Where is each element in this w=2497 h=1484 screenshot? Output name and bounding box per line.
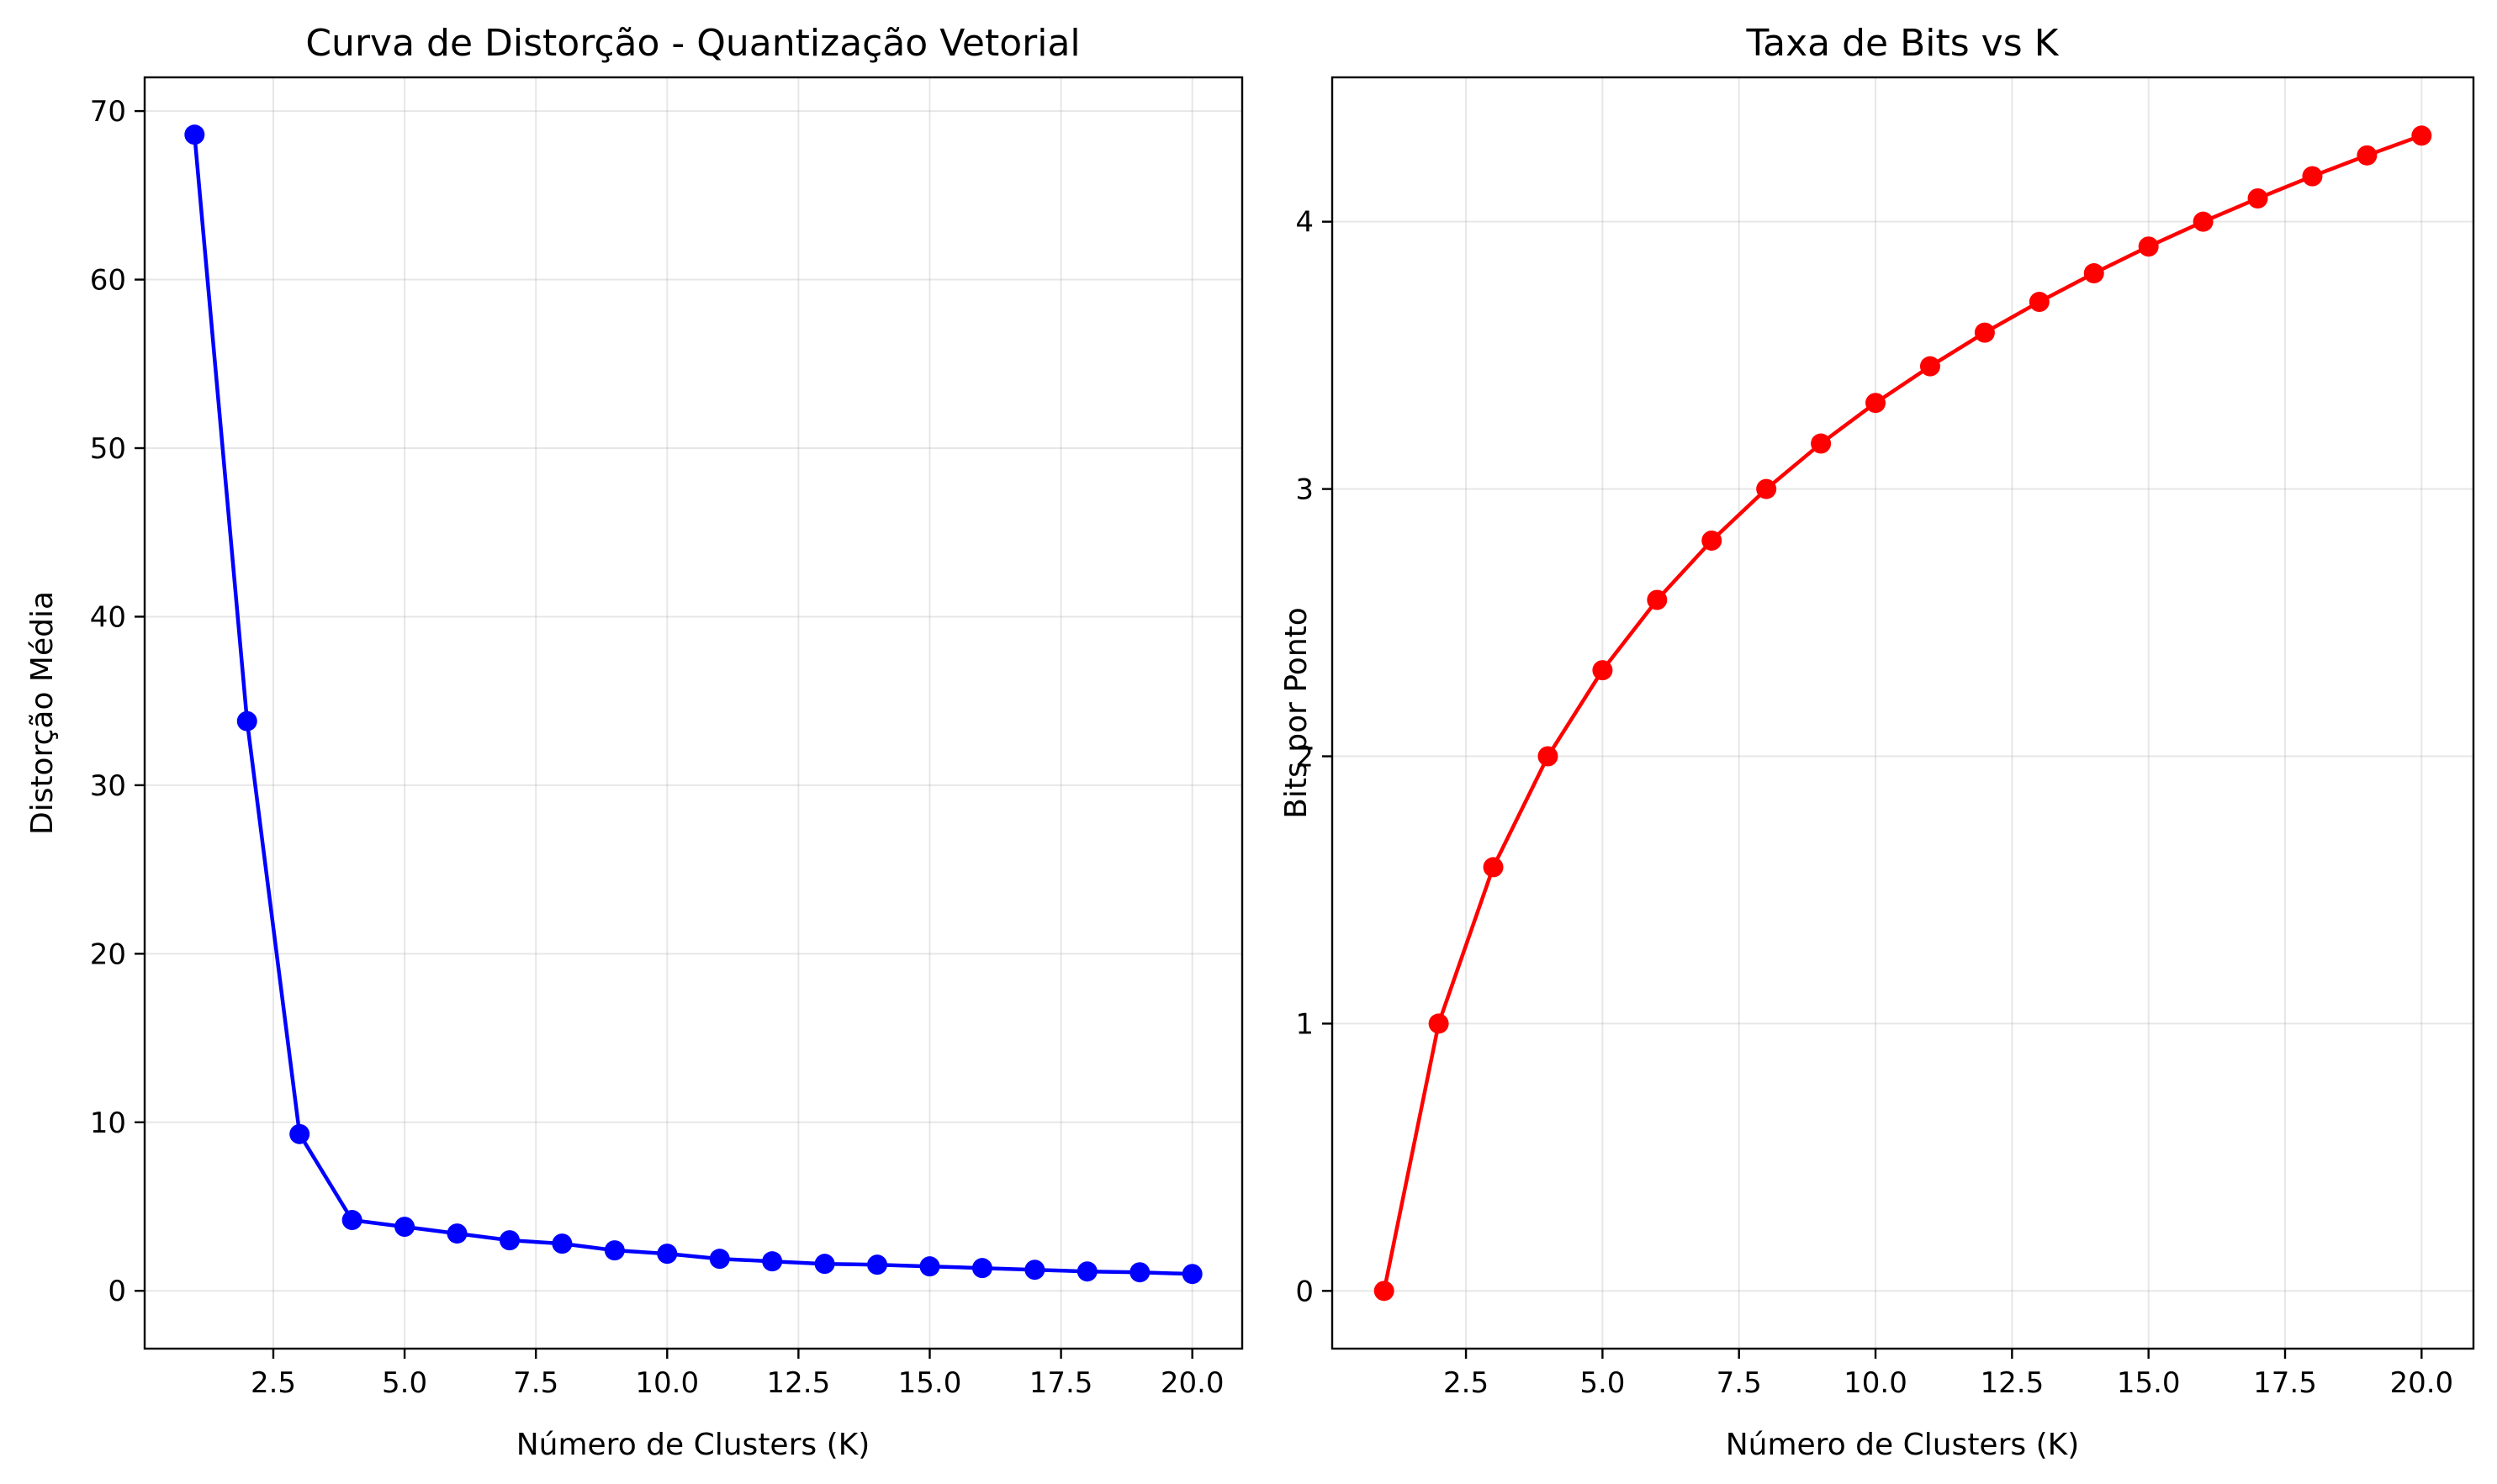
data-point xyxy=(1428,1013,1449,1034)
y-tick-label: 30 xyxy=(90,769,126,803)
right-chart-title: Taxa de Bits vs K xyxy=(1746,22,2060,65)
data-point xyxy=(2193,211,2214,232)
left-chart-frame xyxy=(143,76,1244,1350)
x-tick-label: 12.5 xyxy=(1981,1366,2045,1400)
data-point xyxy=(184,124,205,145)
data-point xyxy=(2083,263,2104,284)
y-tick-label: 70 xyxy=(90,95,126,129)
data-point xyxy=(394,1217,415,1238)
data-point xyxy=(1811,433,1832,454)
left-chart-y-ticks: 0 10 20 30 40 50 60 70 xyxy=(90,95,145,1308)
x-tick-label: 2.5 xyxy=(1443,1366,1489,1400)
y-tick-label: 1 xyxy=(1295,1007,1314,1041)
data-point xyxy=(236,710,257,731)
x-tick-label: 10.0 xyxy=(1844,1366,1907,1400)
right-chart-grid xyxy=(1332,77,2473,1349)
x-tick-label: 20.0 xyxy=(2389,1366,2453,1400)
data-point xyxy=(1537,746,1558,767)
data-point xyxy=(499,1230,520,1251)
right-chart-x-ticks: 2.5 5.0 7.5 10.0 12.5 15.0 17.5 20.0 xyxy=(1443,1349,2453,1400)
data-point xyxy=(1373,1281,1394,1302)
x-tick-label: 5.0 xyxy=(382,1366,427,1400)
x-tick-label: 7.5 xyxy=(1717,1366,1762,1400)
data-point xyxy=(971,1258,992,1279)
data-point xyxy=(2357,145,2378,166)
y-tick-label: 2 xyxy=(1295,741,1314,774)
left-chart-x-axis-label: Número de Clusters (K) xyxy=(516,1428,870,1462)
left-chart-x-ticks: 2.5 5.0 7.5 10.0 12.5 15.0 17.5 20.0 xyxy=(251,1349,1225,1400)
y-tick-label: 10 xyxy=(90,1106,126,1140)
y-tick-label: 20 xyxy=(90,937,126,971)
x-tick-label: 17.5 xyxy=(1029,1366,1093,1400)
y-tick-label: 4 xyxy=(1295,206,1314,240)
data-point xyxy=(2247,188,2268,209)
data-point xyxy=(289,1123,310,1144)
data-point xyxy=(867,1254,888,1275)
x-tick-label: 20.0 xyxy=(1161,1366,1225,1400)
data-point xyxy=(2302,166,2323,187)
y-tick-label: 3 xyxy=(1295,473,1314,507)
data-point xyxy=(1077,1261,1098,1282)
left-chart-title: Curva de Distorção - Quantização Vetoria… xyxy=(305,22,1080,65)
data-point xyxy=(1974,322,1995,343)
y-tick-label: 0 xyxy=(108,1275,126,1308)
right-chart-y-ticks: 0 1 2 3 4 xyxy=(1295,206,1332,1308)
data-point xyxy=(1024,1260,1045,1281)
data-point xyxy=(604,1240,625,1261)
left-chart-grid xyxy=(145,77,1242,1349)
left-chart-series xyxy=(184,124,1203,1285)
right-chart-frame xyxy=(1330,76,2475,1350)
data-point xyxy=(2029,292,2050,313)
data-point xyxy=(1129,1262,1151,1283)
y-tick-label: 50 xyxy=(90,432,126,466)
y-tick-label: 40 xyxy=(90,600,126,634)
right-chart-y-axis-label: Bits por Ponto xyxy=(1279,607,1314,819)
x-tick-label: 15.0 xyxy=(2117,1366,2181,1400)
right-chart-x-axis-label: Número de Clusters (K) xyxy=(1726,1428,2080,1462)
x-tick-label: 17.5 xyxy=(2253,1366,2317,1400)
x-tick-label: 10.0 xyxy=(635,1366,699,1400)
data-point xyxy=(2138,236,2159,257)
right-chart: 2.5 5.0 7.5 10.0 12.5 15.0 17.5 20.0 0 1 2 3 4 Taxa… xyxy=(1279,22,2475,1462)
data-point xyxy=(447,1223,468,1244)
data-point xyxy=(762,1251,783,1272)
x-tick-label: 12.5 xyxy=(767,1366,831,1400)
y-tick-label: 60 xyxy=(90,264,126,298)
left-chart: 2.5 5.0 7.5 10.0 12.5 15.0 17.5 20.0 0 10 20 30 40 5… xyxy=(25,22,1244,1462)
data-point xyxy=(919,1256,940,1277)
y-tick-label: 0 xyxy=(1295,1275,1314,1308)
data-point xyxy=(1919,356,1940,377)
data-point xyxy=(1647,589,1668,610)
left-chart-y-axis-label: Distorção Média xyxy=(25,591,60,835)
data-point xyxy=(657,1244,678,1265)
data-point xyxy=(1592,660,1613,681)
data-point xyxy=(1701,530,1722,551)
data-point xyxy=(814,1254,835,1275)
x-tick-label: 7.5 xyxy=(513,1366,558,1400)
data-point xyxy=(709,1249,730,1270)
x-tick-label: 5.0 xyxy=(1579,1366,1625,1400)
x-tick-label: 2.5 xyxy=(251,1366,296,1400)
data-point xyxy=(341,1210,362,1231)
data-point xyxy=(1865,393,1886,414)
data-point xyxy=(1756,478,1777,499)
right-chart-series xyxy=(1373,125,2432,1302)
data-point xyxy=(2411,125,2432,146)
data-point xyxy=(552,1233,573,1254)
x-tick-label: 15.0 xyxy=(898,1366,962,1400)
data-point xyxy=(1182,1264,1203,1285)
data-point xyxy=(1483,857,1504,878)
